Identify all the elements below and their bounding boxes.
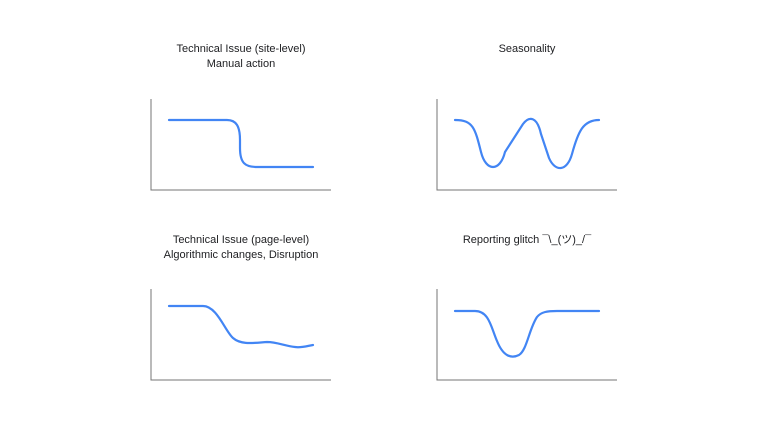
chart-axes <box>436 289 617 381</box>
panel-title: Technical Issue (site-level) Manual acti… <box>111 42 371 72</box>
trend-chart-seasonality <box>436 99 617 191</box>
panel-site-level: Technical Issue (site-level) Manual acti… <box>111 42 371 242</box>
panel-heading: Reporting glitch ¯\_(ツ)_/¯ <box>462 234 592 246</box>
chart-axes <box>150 99 331 191</box>
trend-chart-site-level <box>150 99 331 191</box>
panel-heading: Technical Issue (site-level) <box>176 43 306 55</box>
chart-axes <box>150 289 331 381</box>
panel-page-level: Technical Issue (page-level) Algorithmic… <box>111 233 371 432</box>
panel-title: Technical Issue (page-level) Algorithmic… <box>111 233 371 263</box>
panel-seasonality: Seasonality <box>397 42 657 242</box>
trend-line-step-down <box>167 118 315 169</box>
trend-line-temporary-dip <box>453 309 601 358</box>
trend-line-gradual-decline <box>167 304 315 349</box>
trend-chart-reporting-glitch <box>436 289 617 381</box>
panel-heading: Technical Issue (page-level) <box>172 234 310 246</box>
panel-title: Reporting glitch ¯\_(ツ)_/¯ <box>397 233 657 248</box>
panel-subheading: Algorithmic changes, Disruption <box>163 249 319 261</box>
panel-heading: Seasonality <box>498 43 556 55</box>
panel-reporting-glitch: Reporting glitch ¯\_(ツ)_/¯ <box>397 233 657 432</box>
trend-line-double-dip <box>453 117 601 170</box>
panel-subheading: Manual action <box>206 58 276 70</box>
trend-chart-page-level <box>150 289 331 381</box>
panel-title: Seasonality <box>397 42 657 57</box>
chart-axes <box>436 99 617 191</box>
